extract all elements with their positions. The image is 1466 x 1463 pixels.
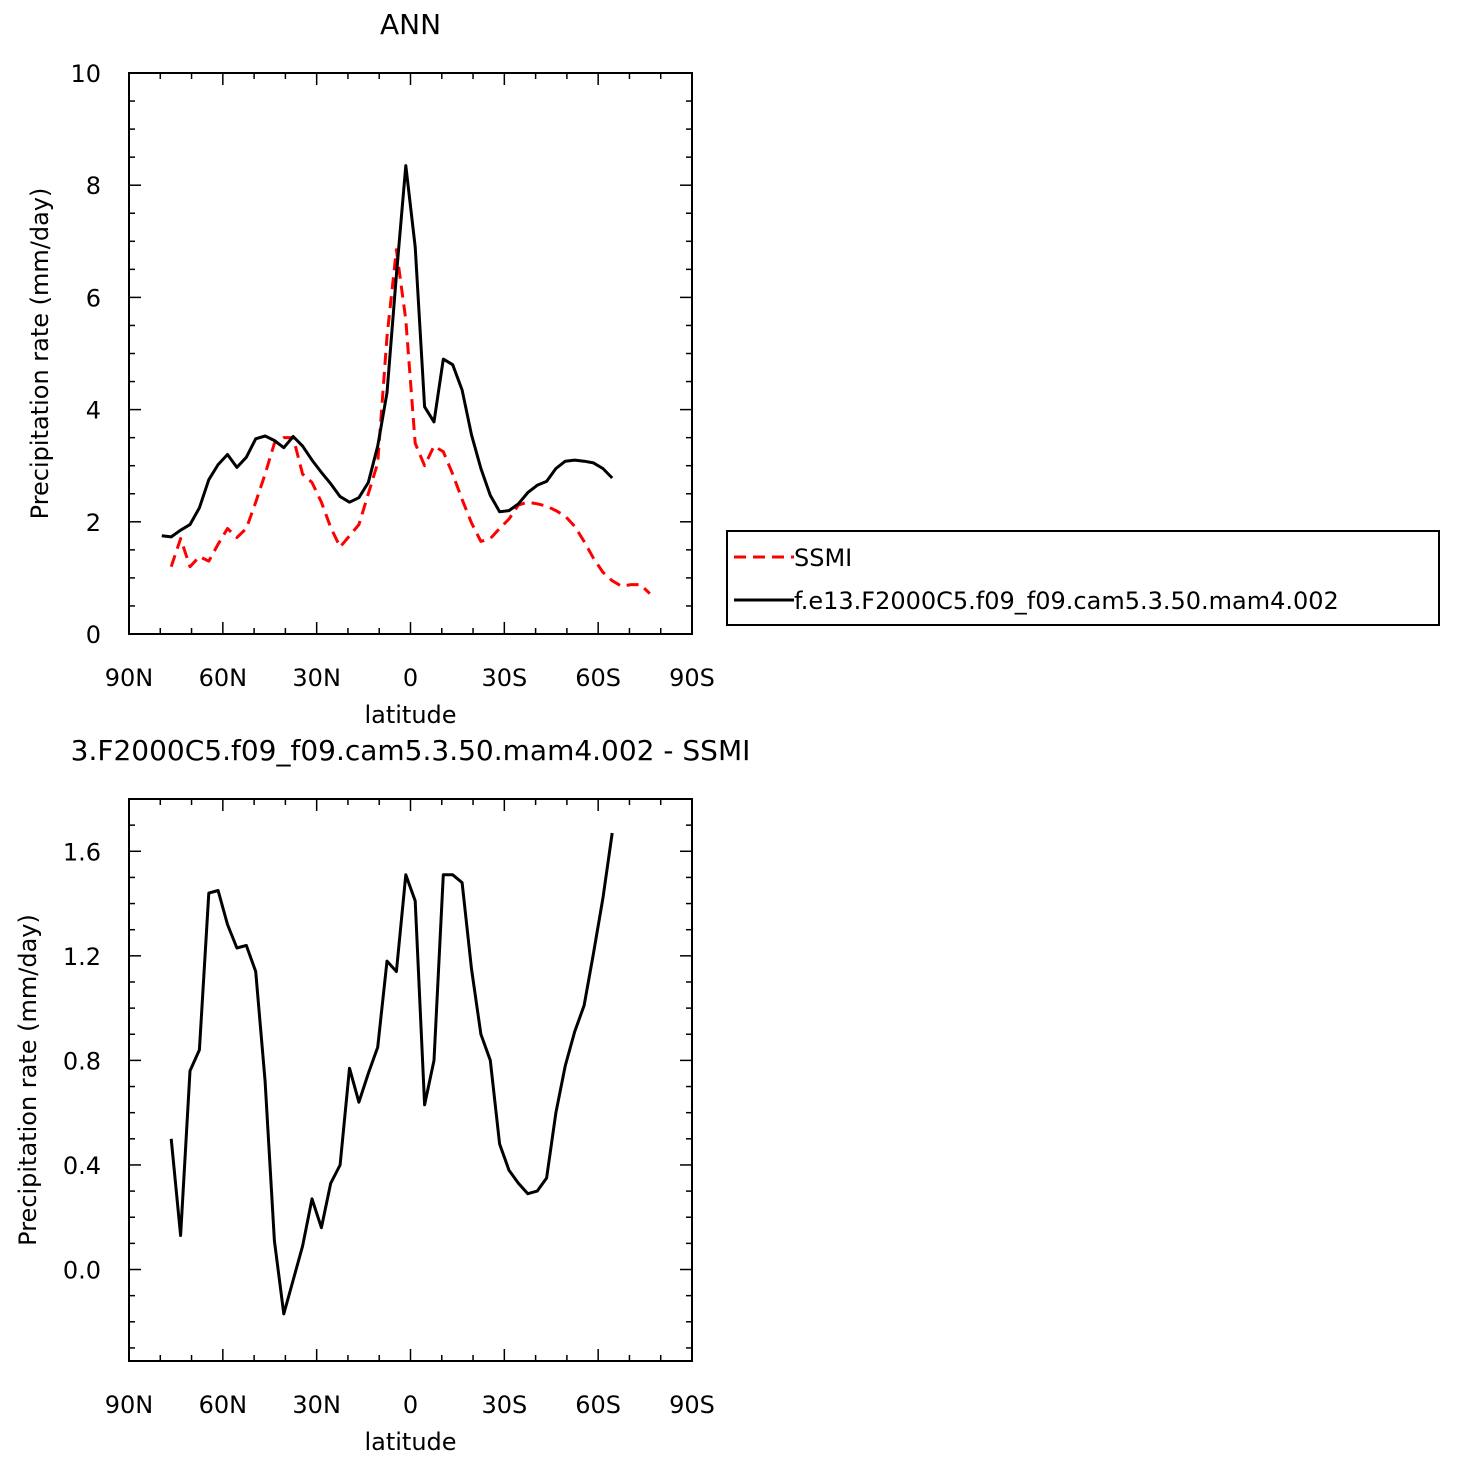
y-tick-label: 0 [86,621,101,649]
series-line-0 [169,248,651,595]
x-tick-label: 30N [292,1391,341,1419]
x-tick-label: 0 [403,1391,418,1419]
legend: SSMI f.e13.F2000C5.f09_f09.cam5.3.50.mam4… [726,530,1440,626]
series-line-1 [161,164,614,539]
y-tick-label: 4 [86,397,101,425]
x-tick-label: 0 [403,664,418,692]
x-tick-label: 30S [481,1391,527,1419]
y-tick-label: 2 [86,509,101,537]
y-axis-label: Precipitation rate (mm/day) [14,914,42,1246]
legend-entry: SSMI [794,544,852,572]
y-tick-label: 10 [70,60,101,88]
legend-entry: f.e13.F2000C5.f09_f09.cam5.3.50.mam4.002 [794,587,1339,615]
y-tick-label: 8 [86,172,101,200]
x-tick-label: 90N [105,664,154,692]
x-axis-label: latitude [364,1428,456,1456]
y-tick-label: 1.6 [63,838,101,866]
y-tick-label: 1.2 [63,943,101,971]
x-tick-label: 30N [292,664,341,692]
plot-frame [128,798,693,1362]
bottom-panel-chart: 3.F2000C5.f09_f09.cam5.3.50.mam4.002 - S… [14,734,750,1456]
y-tick-label: 6 [86,284,101,312]
y-tick-label: 0.0 [63,1257,101,1285]
x-tick-label: 30S [481,664,527,692]
x-tick-label: 60S [575,1391,621,1419]
x-tick-label: 90S [669,664,715,692]
y-axis-label: Precipitation rate (mm/day) [26,188,54,520]
y-tick-label: 0.4 [63,1152,101,1180]
y-tick-label: 0.8 [63,1047,101,1075]
series-line-0 [169,832,614,1316]
x-tick-label: 90N [105,1391,154,1419]
x-tick-label: 60N [199,1391,248,1419]
x-axis-label: latitude [364,701,456,729]
x-tick-label: 60S [575,664,621,692]
top-panel-chart: ANN 90N 60N 30N 0 30S 60S 90S 0 2 4 6 8 10 latitude Pre… [26,8,715,729]
x-tick-label: 60N [199,664,248,692]
legend-box [726,530,1440,626]
x-tick-label: 90S [669,1391,715,1419]
chart-title: ANN [380,8,441,41]
chart-title: 3.F2000C5.f09_f09.cam5.3.50.mam4.002 - S… [71,734,751,767]
